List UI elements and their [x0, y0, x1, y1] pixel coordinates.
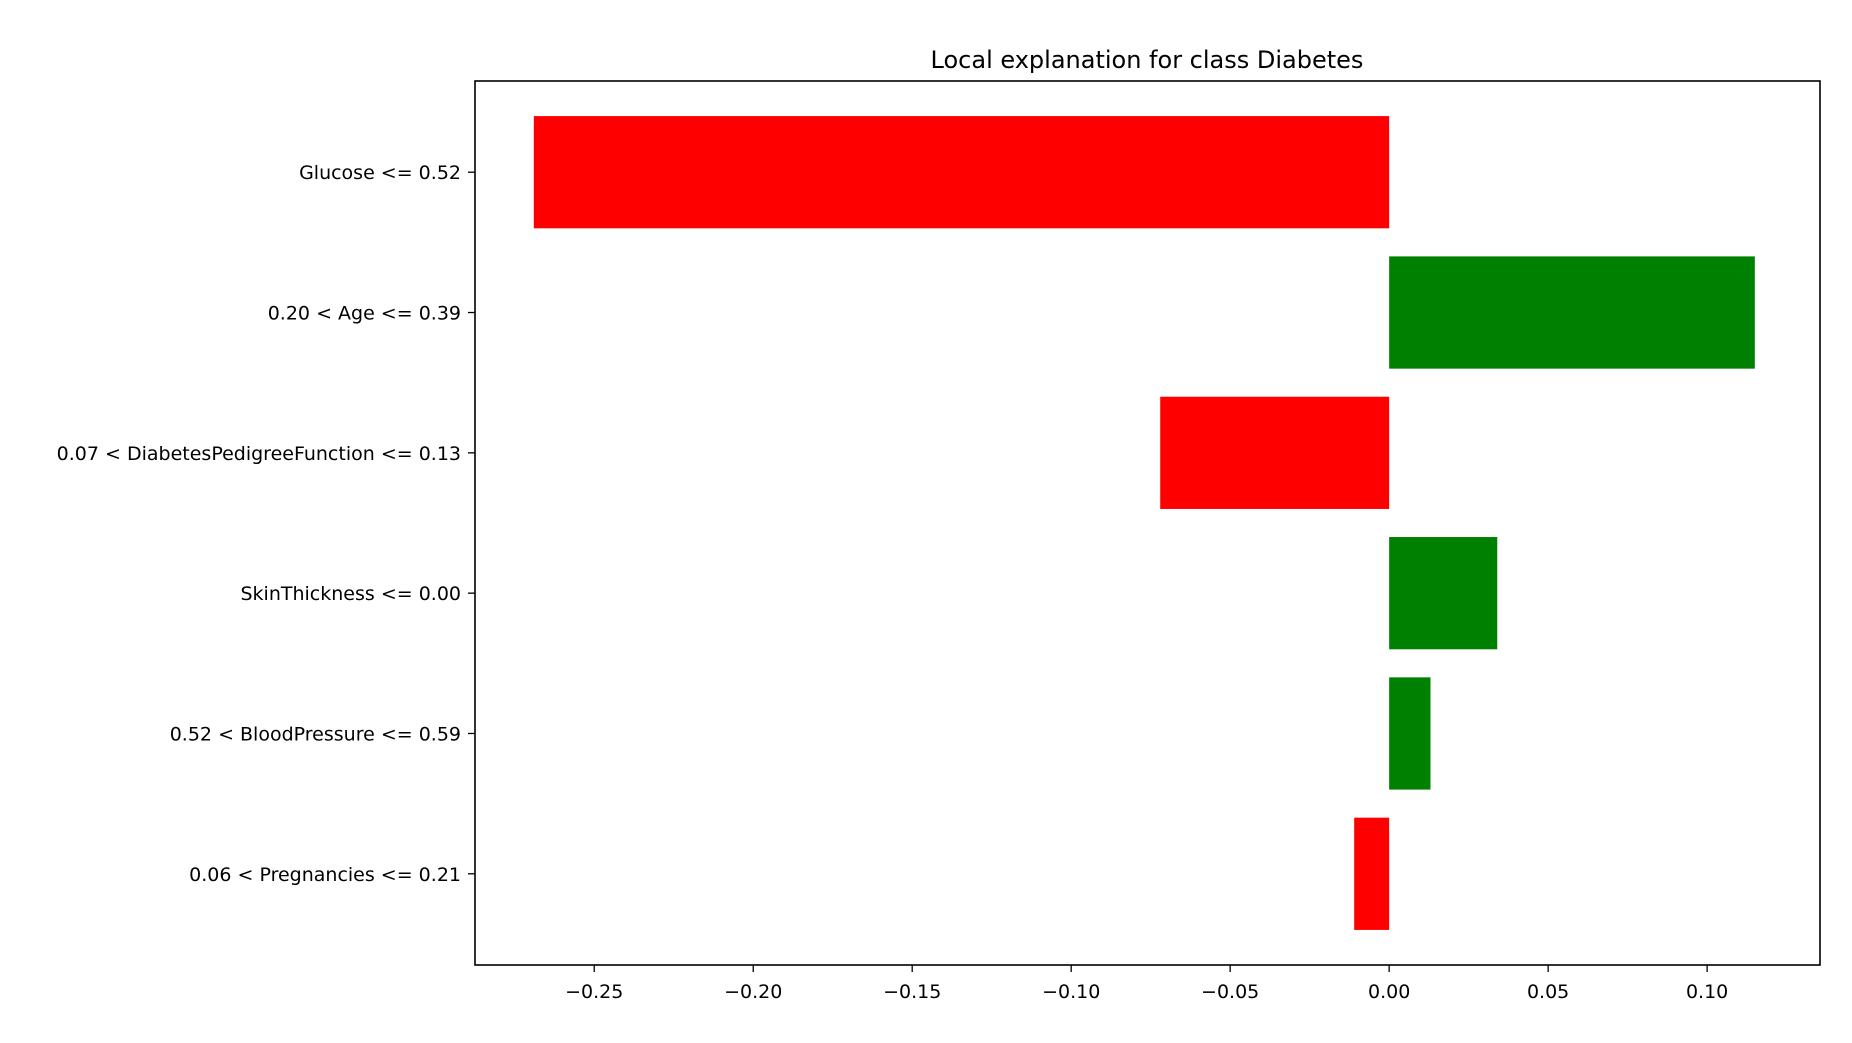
x-tick-label: −0.10: [1042, 981, 1100, 1003]
x-tick-label: 0.10: [1686, 981, 1728, 1003]
bars-group: [533, 116, 1755, 930]
bar: [1389, 537, 1498, 650]
y-tick-label: SkinThickness <= 0.00: [240, 583, 461, 605]
x-tick-label: 0.00: [1368, 981, 1410, 1003]
plot-frame: [474, 80, 1821, 966]
y-tick-label: 0.52 < BloodPressure <= 0.59: [170, 723, 461, 745]
bar: [1389, 677, 1431, 790]
x-tick-label: −0.05: [1201, 981, 1259, 1003]
y-tick-label: 0.07 < DiabetesPedigreeFunction <= 0.13: [57, 443, 461, 465]
bar: [1389, 256, 1755, 369]
x-tick-label: −0.20: [724, 981, 782, 1003]
y-tick-label: 0.06 < Pregnancies <= 0.21: [189, 864, 461, 886]
x-tick-label: −0.15: [883, 981, 941, 1003]
x-axis: −0.25 −0.20 −0.15 −0.10 −0.05 0.00 0.05 0.10: [565, 965, 1728, 1003]
bar: [1160, 396, 1390, 509]
bar: [533, 116, 1390, 229]
y-tick-label: 0.20 < Age <= 0.39: [268, 303, 461, 325]
y-tick-label: Glucose <= 0.52: [299, 162, 461, 184]
x-tick-label: 0.05: [1527, 981, 1569, 1003]
bar: [1354, 817, 1390, 930]
chart-title: Local explanation for class Diabetes: [931, 46, 1364, 74]
x-tick-label: −0.25: [565, 981, 623, 1003]
y-axis: Glucose <= 0.52 0.20 < Age <= 0.39 0.07 < …: [57, 162, 475, 886]
